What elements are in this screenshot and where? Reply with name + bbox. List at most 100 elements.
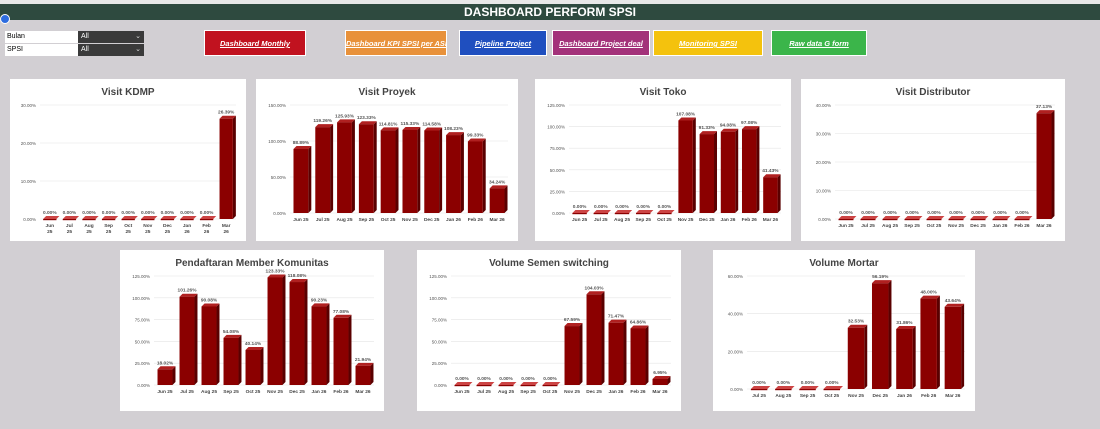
bar[interactable] xyxy=(179,296,195,385)
bar[interactable] xyxy=(454,385,470,387)
bar[interactable] xyxy=(43,219,57,221)
bar[interactable] xyxy=(467,141,483,213)
header-bar: DASHBOARD PERFORM SPSI xyxy=(0,0,1100,24)
bar-side xyxy=(439,127,443,213)
bar[interactable] xyxy=(593,213,609,215)
bar-chart-svg: 0.00% 25.00% 50.00% 75.00% 100.00% 125.00% 0.0… xyxy=(429,274,671,395)
chart-card-visit-toko[interactable]: Visit Toko 0.00% 25.00% 50.00% 75.00% 100.00… xyxy=(535,79,791,241)
bar[interactable] xyxy=(614,213,630,215)
bar[interactable] xyxy=(992,219,1008,221)
bar[interactable] xyxy=(380,130,396,213)
bar[interactable] xyxy=(871,283,889,389)
data-label: 64.86% xyxy=(630,319,647,325)
bar[interactable] xyxy=(564,326,580,385)
bar[interactable] xyxy=(141,219,155,221)
bar[interactable] xyxy=(157,369,173,385)
bar[interactable] xyxy=(101,219,116,221)
bar[interactable] xyxy=(926,219,942,221)
nav-pipeline-project-button[interactable]: Pipeline Project xyxy=(459,30,547,56)
bar[interactable] xyxy=(635,213,651,215)
chart-title: Visit KDMP xyxy=(101,87,155,98)
bar[interactable] xyxy=(315,127,331,213)
bar[interactable] xyxy=(267,277,283,385)
bar[interactable] xyxy=(1036,113,1052,219)
chart-card-pendaftaran-member[interactable]: Pendaftaran Member Komunitas 0.00% 25.00%… xyxy=(120,250,384,411)
bar[interactable] xyxy=(446,135,461,213)
bar[interactable] xyxy=(358,124,374,213)
bar[interactable] xyxy=(219,118,233,219)
bar[interactable] xyxy=(180,219,194,221)
nav-dashboard-kpi-button[interactable]: Dashboard KPI SPSI per ASM xyxy=(345,30,447,56)
bar[interactable] xyxy=(293,148,309,213)
bar[interactable] xyxy=(121,219,135,221)
bar[interactable] xyxy=(944,306,962,389)
nav-project-deal-button[interactable]: Dashboard Project deal xyxy=(552,30,650,56)
bar[interactable] xyxy=(948,219,964,221)
bar[interactable] xyxy=(847,327,865,389)
bar[interactable] xyxy=(289,282,305,385)
filter-select-spsi[interactable]: All ⌄ xyxy=(78,44,144,56)
chart-card-volume-semen[interactable]: Volume Semen switching 0.00% 25.00% 50.00%… xyxy=(417,250,681,411)
chart-card-visit-distributor[interactable]: Visit Distributor 0.00% 10.00% 20.00% 30.00… xyxy=(801,79,1065,241)
selection-handle[interactable] xyxy=(0,14,10,24)
bar[interactable] xyxy=(720,131,736,213)
bar[interactable] xyxy=(223,337,239,385)
x-tick-label: Feb 26 xyxy=(333,389,349,395)
bar[interactable] xyxy=(402,129,418,213)
bar[interactable] xyxy=(82,219,96,221)
bar-top xyxy=(315,124,334,128)
bar[interactable] xyxy=(1014,219,1030,221)
bar[interactable] xyxy=(160,219,175,221)
bar[interactable] xyxy=(860,219,876,221)
bar[interactable] xyxy=(542,385,558,387)
bar[interactable] xyxy=(775,389,792,391)
data-label: 0.00% xyxy=(455,376,469,382)
nav-raw-data-button[interactable]: Raw data G form xyxy=(771,30,867,56)
bar[interactable] xyxy=(678,120,693,213)
chart-card-visit-kdmp[interactable]: Visit KDMP 0.00% 10.00% 20.00% 30.00% 0.00% J… xyxy=(10,79,246,241)
y-tick-label: 75.00% xyxy=(550,146,565,151)
x-tick-label: Aug 25 xyxy=(84,223,93,235)
bar[interactable] xyxy=(245,349,261,385)
nav-dashboard-monthly-button[interactable]: Dashboard Monthly xyxy=(204,30,306,56)
bar[interactable] xyxy=(904,219,920,221)
bar[interactable] xyxy=(882,219,898,221)
chart-card-visit-proyek[interactable]: Visit Proyek 0.00% 50.00% 100.00% 150.00% 88… xyxy=(256,79,518,241)
bar[interactable] xyxy=(630,328,646,385)
bar[interactable] xyxy=(763,177,778,213)
bar[interactable] xyxy=(838,219,854,221)
bar-top xyxy=(157,366,176,370)
bar[interactable] xyxy=(355,365,371,385)
bar[interactable] xyxy=(920,298,937,389)
bar[interactable] xyxy=(657,213,672,215)
bar[interactable] xyxy=(572,213,587,215)
bar[interactable] xyxy=(337,122,352,213)
bar[interactable] xyxy=(476,385,492,387)
data-label: 0.00% xyxy=(161,210,175,216)
bar[interactable] xyxy=(424,130,440,213)
bar[interactable] xyxy=(823,389,841,391)
bar[interactable] xyxy=(489,188,505,213)
nav-monitoring-spsi-button[interactable]: Monitoring SPSI xyxy=(653,30,763,56)
bar[interactable] xyxy=(199,219,214,221)
bar-side xyxy=(714,131,718,213)
bar[interactable] xyxy=(750,389,768,391)
bar[interactable] xyxy=(896,328,913,389)
bar[interactable] xyxy=(311,306,327,385)
bar[interactable] xyxy=(699,134,715,213)
bar[interactable] xyxy=(608,322,624,385)
bar[interactable] xyxy=(333,317,349,385)
bar[interactable] xyxy=(741,129,757,213)
bar[interactable] xyxy=(970,219,986,221)
bar-top xyxy=(720,128,739,132)
bar[interactable] xyxy=(498,385,514,387)
chart-card-volume-mortar[interactable]: Volume Mortar 0.00% 20.00% 40.00% 60.00% 0.0… xyxy=(713,250,975,411)
bar[interactable] xyxy=(799,389,816,391)
bar[interactable] xyxy=(62,219,77,221)
bar[interactable] xyxy=(520,385,536,387)
filter-select-bulan[interactable]: All ⌄ xyxy=(78,31,144,43)
bar-side xyxy=(888,280,892,389)
bar[interactable] xyxy=(201,306,217,385)
bar[interactable] xyxy=(586,294,602,385)
bar[interactable] xyxy=(652,378,668,385)
